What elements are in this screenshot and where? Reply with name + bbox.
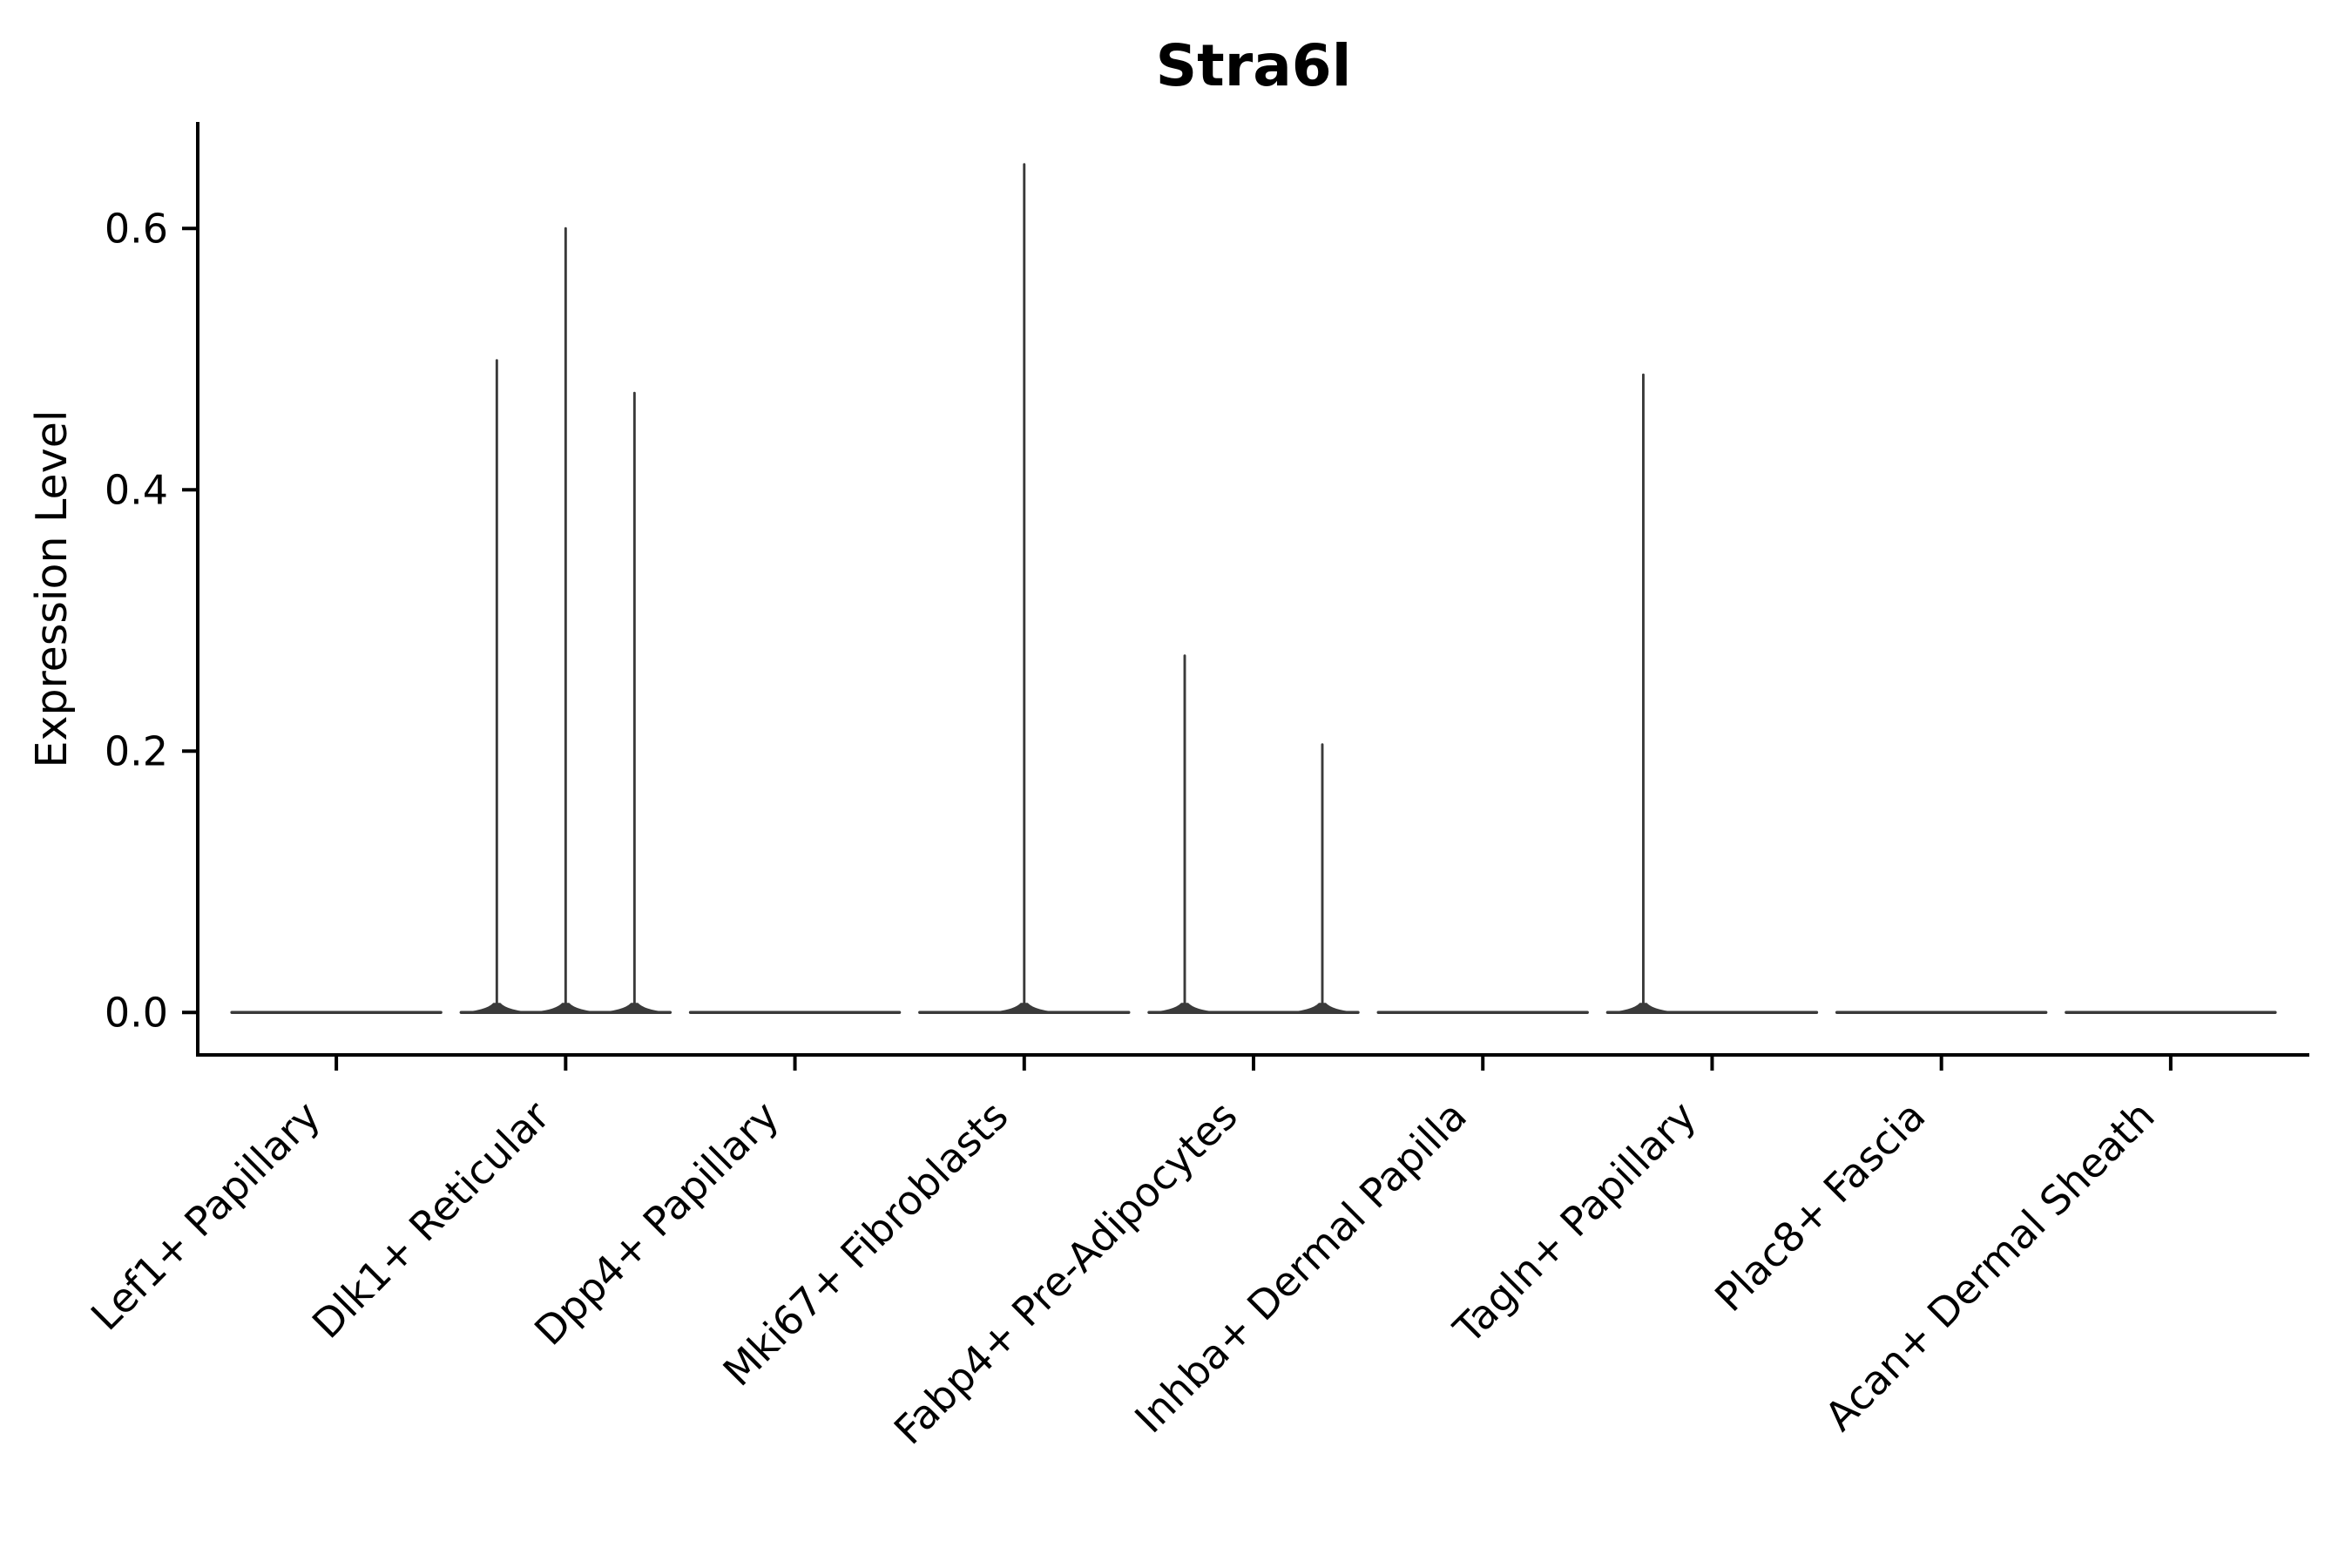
y-tick-label: 0.6 <box>105 205 168 252</box>
y-axis-label: Expression Level <box>27 410 77 768</box>
y-tick-label: 0.0 <box>105 989 168 1036</box>
y-tick-label: 0.2 <box>105 727 168 774</box>
violin <box>1605 373 1819 1014</box>
violin-base-flare <box>1146 1003 1223 1013</box>
violin-base-flare <box>985 1003 1063 1013</box>
violin-base-flare <box>596 1003 673 1013</box>
x-tick-label: Dpp4+ Papillary <box>525 1092 787 1355</box>
violins-layer <box>230 163 2277 1014</box>
violin-base-flare <box>458 1003 536 1013</box>
violin <box>1146 654 1361 1014</box>
violin <box>458 226 673 1014</box>
x-tick-label: Lef1+ Papillary <box>82 1092 329 1340</box>
plot-title: Stra6l <box>1156 32 1352 99</box>
violin-base-flare <box>1605 1003 1682 1013</box>
y-tick-label: 0.4 <box>105 466 168 513</box>
axis-spines <box>196 122 2309 1057</box>
violin-base-flare <box>527 1003 605 1013</box>
x-tick-label: Dlk1+ Reticular <box>303 1092 558 1348</box>
x-tick-label: Tagln+ Papillary <box>1444 1092 1706 1354</box>
violin-base-flare <box>1284 1003 1361 1013</box>
x-tick-label: Plac8+ Fascia <box>1706 1092 1934 1321</box>
violin <box>918 163 1131 1014</box>
